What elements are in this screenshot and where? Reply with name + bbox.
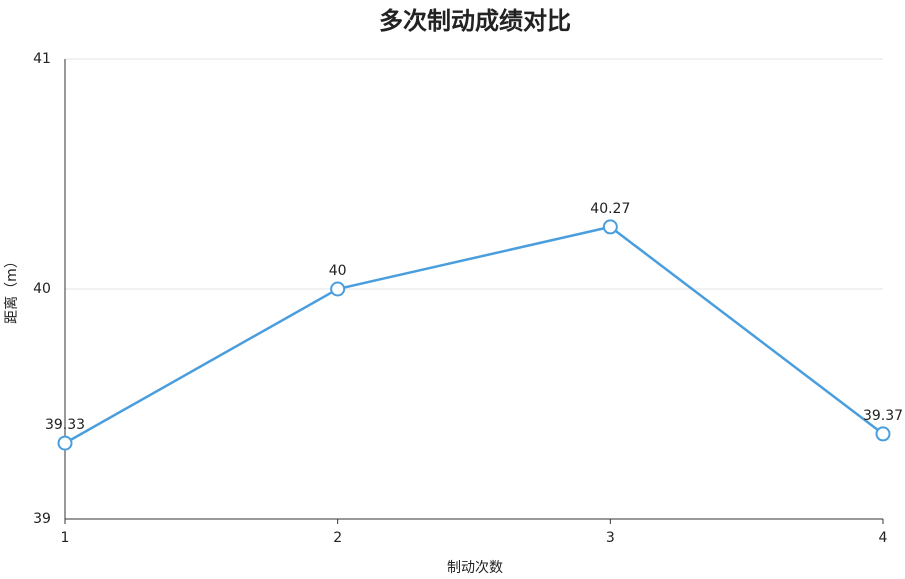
x-tick-label: 4 — [879, 530, 888, 546]
x-axis-label: 制动次数 — [447, 560, 503, 576]
data-label: 40.27 — [590, 201, 630, 217]
data-label: 40 — [329, 263, 347, 279]
y-axis-label: 距离（m） — [3, 254, 20, 324]
x-tick-label: 2 — [333, 530, 342, 546]
line — [64, 225, 884, 445]
point — [57, 435, 73, 451]
x-tick-label: 1 — [61, 530, 70, 546]
point — [875, 426, 891, 442]
y-tick-label: 41 — [33, 51, 51, 67]
data-label: 39.33 — [45, 417, 85, 433]
y-tick-label: 39 — [33, 511, 51, 527]
x-tick-label: 3 — [606, 530, 615, 546]
y-tick-label: 40 — [33, 281, 51, 297]
point — [330, 281, 346, 297]
data-label: 39.37 — [863, 408, 903, 424]
chart-title: 多次制动成绩对比 — [379, 7, 571, 35]
point — [602, 219, 618, 235]
